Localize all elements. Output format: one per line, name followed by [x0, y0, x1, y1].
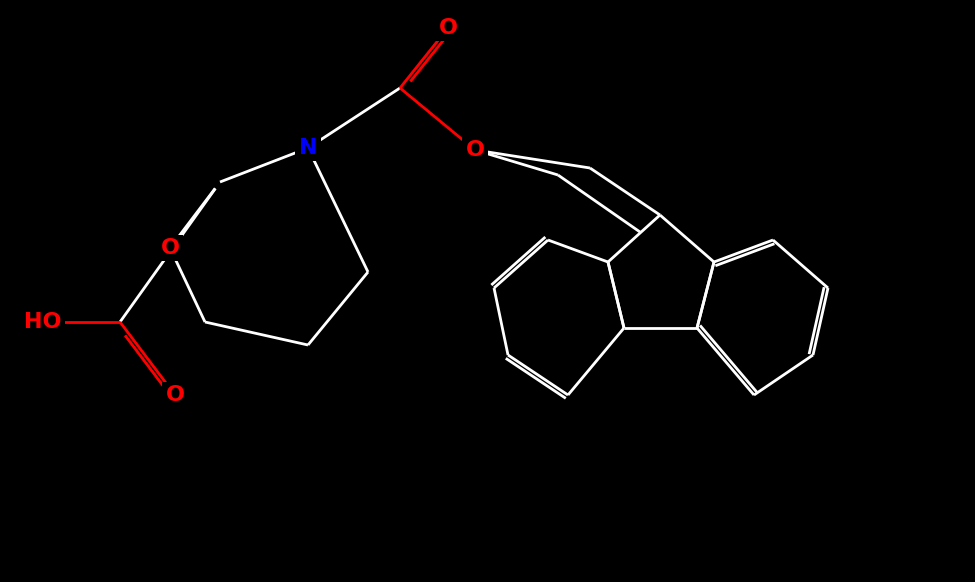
Text: O: O — [161, 238, 179, 258]
Text: O: O — [465, 140, 485, 160]
Text: HO: HO — [24, 312, 61, 332]
Text: O: O — [439, 18, 457, 38]
Text: O: O — [166, 385, 184, 405]
Text: N: N — [298, 138, 317, 158]
